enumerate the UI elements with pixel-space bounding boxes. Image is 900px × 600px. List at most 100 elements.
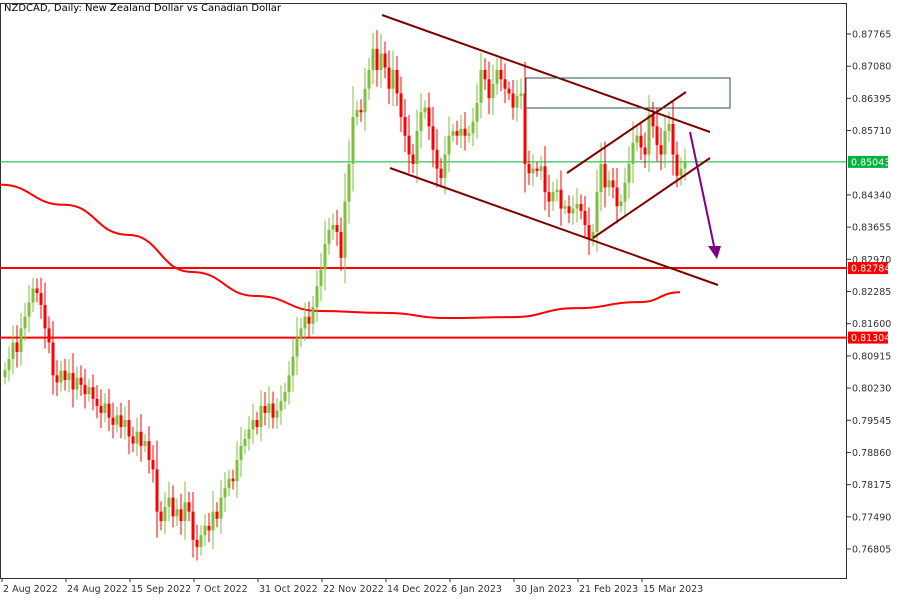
y-tick-label: 0.84340: [852, 190, 891, 201]
candle-body: [103, 403, 107, 413]
drawings: [381, 14, 731, 286]
candle-body: [571, 208, 575, 214]
candle: [167, 481, 171, 522]
candle: [231, 469, 235, 490]
candle-body: [187, 502, 191, 512]
candle-body: [243, 438, 247, 446]
candle-body: [483, 69, 487, 80]
candle: [495, 57, 499, 95]
candle: [19, 313, 23, 366]
candle-body: [35, 288, 39, 294]
candle-body: [291, 356, 295, 376]
x-tick-label: 7 Oct 2022: [195, 584, 248, 595]
supply-zone-box[interactable]: [525, 77, 731, 109]
y-axis: 0.87765 0.87080 0.86395 0.85710 0.85043 0.843…: [847, 30, 891, 556]
candle: [331, 213, 335, 241]
candle: [491, 65, 495, 116]
candle-body: [167, 497, 171, 507]
candle: [279, 385, 283, 426]
candle: [147, 426, 151, 474]
candle: [479, 52, 483, 119]
candle-body: [91, 387, 95, 399]
candle: [235, 441, 239, 498]
candle: [15, 325, 19, 368]
price-label-text: 0.81304: [851, 333, 890, 344]
candle-body: [335, 225, 339, 233]
candle-body: [355, 109, 359, 117]
candle: [47, 316, 51, 354]
candle: [407, 115, 411, 174]
descending-channel-upper-line[interactable]: [381, 14, 711, 133]
y-tick-label: 0.79545: [852, 416, 891, 427]
candle-body: [19, 328, 23, 352]
candle-body: [59, 370, 63, 383]
candle-body: [219, 497, 223, 519]
descending-channel-lower-line[interactable]: [389, 167, 719, 286]
y-tick-label: 0.83655: [852, 223, 891, 234]
candle-body: [551, 192, 555, 202]
candle-body: [419, 112, 423, 132]
candle-body: [451, 131, 455, 136]
candle-body: [119, 415, 123, 428]
candle-body: [387, 67, 391, 89]
candle-body: [203, 525, 207, 536]
candle-body: [535, 168, 539, 171]
candle-body: [279, 401, 283, 411]
candle-body: [663, 131, 667, 155]
candle: [435, 129, 439, 188]
candle-body: [607, 180, 611, 188]
candle: [51, 321, 55, 395]
candle-body: [435, 149, 439, 169]
y-tick-label: 0.76805: [852, 545, 891, 556]
candle-body: [455, 131, 459, 136]
candle: [11, 325, 15, 375]
candle: [587, 207, 591, 255]
candle: [135, 417, 139, 457]
candle: [211, 490, 215, 550]
candle-body: [211, 511, 215, 531]
x-tick-label: 30 Jan 2023: [515, 584, 572, 595]
candle-body: [31, 288, 35, 303]
rising-channel-upper-line[interactable]: [566, 91, 687, 174]
x-axis: 2 Aug 2022 24 Aug 2022 15 Sep 2022 7 Oct 20…: [1, 578, 703, 595]
candle-body: [307, 316, 311, 324]
candle-body: [427, 107, 431, 127]
y-tick-label: 0.80915: [852, 351, 891, 362]
candle-body: [655, 126, 659, 146]
candle: [59, 360, 63, 392]
y-tick-label: 0.77490: [852, 512, 891, 523]
bearish-projection-arrow[interactable]: [689, 131, 715, 247]
candle-body: [619, 201, 623, 207]
candle-body: [515, 95, 519, 108]
candle-body: [95, 398, 99, 406]
candle-body: [55, 375, 59, 383]
candle: [251, 404, 255, 444]
candle: [431, 106, 435, 168]
candle-body: [671, 123, 675, 155]
candle-body: [179, 509, 183, 522]
candle-body: [87, 387, 91, 395]
y-tick-label: 0.78860: [852, 448, 891, 459]
candle-body: [563, 206, 567, 209]
rising-channel-lower-line[interactable]: [592, 157, 711, 239]
candle: [639, 121, 643, 161]
candle: [27, 284, 31, 333]
candle: [463, 112, 467, 151]
candle-body: [383, 53, 387, 68]
candle-body: [443, 154, 447, 179]
candle-body: [651, 114, 655, 127]
x-tick-label: 24 Aug 2022: [67, 584, 128, 595]
candle-body: [15, 342, 19, 352]
candle-body: [363, 88, 367, 113]
x-tick-label: 6 Jan 2023: [451, 584, 502, 595]
candle-body: [7, 358, 11, 371]
candle-body: [275, 410, 279, 418]
candle-body: [123, 420, 127, 428]
candle-body: [151, 459, 155, 470]
candle: [607, 170, 611, 196]
y-tick-label: 0.82285: [852, 287, 891, 298]
candle: [527, 150, 531, 186]
candle: [115, 406, 119, 433]
candle-body: [235, 459, 239, 482]
